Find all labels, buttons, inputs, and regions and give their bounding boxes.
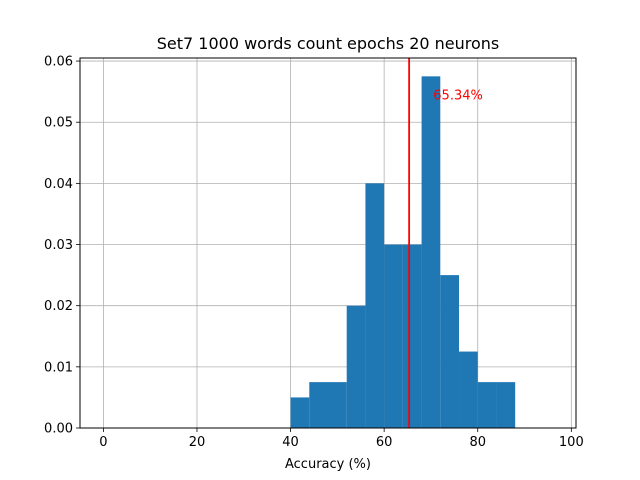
histogram-bar — [477, 382, 497, 428]
histogram-bar — [365, 183, 385, 428]
y-tick-label: 0.01 — [44, 360, 73, 375]
chart-title: Set7 1000 words count epochs 20 neurons — [157, 34, 500, 53]
histogram-bar — [421, 76, 441, 428]
y-tick-label: 0.05 — [44, 116, 73, 131]
x-tick-label: 40 — [282, 435, 299, 450]
x-tick-label: 80 — [469, 435, 486, 450]
x-tick-label: 60 — [376, 435, 393, 450]
histogram-bar — [384, 244, 403, 428]
axis-ticks: 0 20 40 60 80 100 0.00 0.01 0.02 0.03 0.04 0.05 0.06 — [44, 55, 584, 450]
histogram-bar — [290, 397, 310, 428]
histogram-bar — [309, 382, 328, 428]
histogram-bar — [440, 275, 460, 428]
y-tick-label: 0.02 — [44, 299, 73, 314]
x-tick-label: 20 — [189, 435, 206, 450]
grid — [80, 58, 576, 429]
plot-frame — [79, 57, 577, 429]
histogram-bar — [346, 305, 366, 428]
histogram-bar — [402, 244, 422, 428]
x-tick-label: 0 — [99, 435, 107, 450]
y-tick-label: 0.06 — [44, 55, 73, 70]
histogram-bars — [290, 76, 516, 428]
y-tick-label: 0.00 — [44, 422, 73, 437]
y-tick-label: 0.04 — [44, 177, 73, 192]
x-axis-label: Accuracy (%) — [285, 457, 371, 472]
histogram-bar — [459, 351, 478, 428]
y-tick-label: 0.03 — [44, 238, 73, 253]
mean-annotation: 65.34% — [433, 89, 483, 104]
x-tick-label: 100 — [559, 435, 584, 450]
histogram-bar — [328, 382, 347, 428]
histogram-bar — [496, 382, 516, 428]
